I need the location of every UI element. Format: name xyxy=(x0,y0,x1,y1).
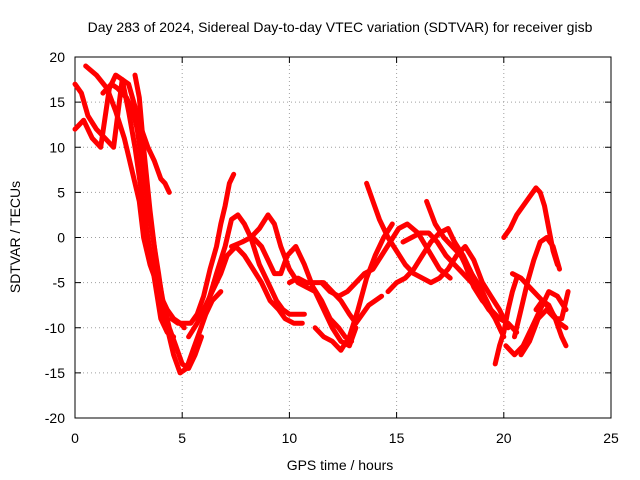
y-tick-label: -15 xyxy=(45,365,65,381)
x-tick-label: 5 xyxy=(178,430,186,446)
sat-track-19 xyxy=(492,275,520,367)
sat-track-25 xyxy=(533,289,571,322)
sat-track-6 xyxy=(169,171,237,326)
sat-track-5 xyxy=(132,72,204,371)
ticks-layer: 0 5 10 15 20 25 20 15 10 5 0 -5 -10 -15 -20 xyxy=(45,49,619,446)
y-tick-label: -10 xyxy=(45,320,65,336)
sat-track-24 xyxy=(518,307,569,358)
y-tick-label: 10 xyxy=(49,139,65,155)
sat-track-11 xyxy=(286,275,385,326)
grid-layer xyxy=(75,57,611,418)
x-tick-label: 25 xyxy=(603,430,619,446)
x-tick-label: 10 xyxy=(282,430,298,446)
y-axis-label: SDTVAR / TECUs xyxy=(7,181,23,293)
y-tick-label: 20 xyxy=(49,49,65,65)
y-tick-label: -20 xyxy=(45,410,65,426)
sat-track-9 xyxy=(229,212,359,349)
y-tick-label: 5 xyxy=(57,184,65,200)
x-tick-label: 20 xyxy=(496,430,512,446)
series-layer xyxy=(72,63,571,376)
y-tick-label: 0 xyxy=(57,230,65,246)
sat-track-1 xyxy=(72,77,172,195)
sat-track-8 xyxy=(203,212,307,317)
x-tick-label: 15 xyxy=(389,430,405,446)
y-tick-label: 15 xyxy=(49,94,65,110)
x-tick-label: 0 xyxy=(71,430,79,446)
sat-track-3 xyxy=(83,63,187,331)
x-axis-label: GPS time / hours xyxy=(287,457,394,473)
sat-track-14 xyxy=(364,180,511,331)
sat-track-13 xyxy=(319,221,453,299)
sat-track-18 xyxy=(452,239,507,340)
sat-track-22 xyxy=(512,235,562,340)
sat-track-20 xyxy=(501,185,560,268)
sat-track-2 xyxy=(72,72,177,340)
sat-track-10 xyxy=(250,235,355,344)
sat-track-12 xyxy=(312,221,395,353)
chart-title: Day 283 of 2024, Sidereal Day-to-day VTE… xyxy=(88,19,593,35)
y-tick-label: -5 xyxy=(53,275,66,291)
